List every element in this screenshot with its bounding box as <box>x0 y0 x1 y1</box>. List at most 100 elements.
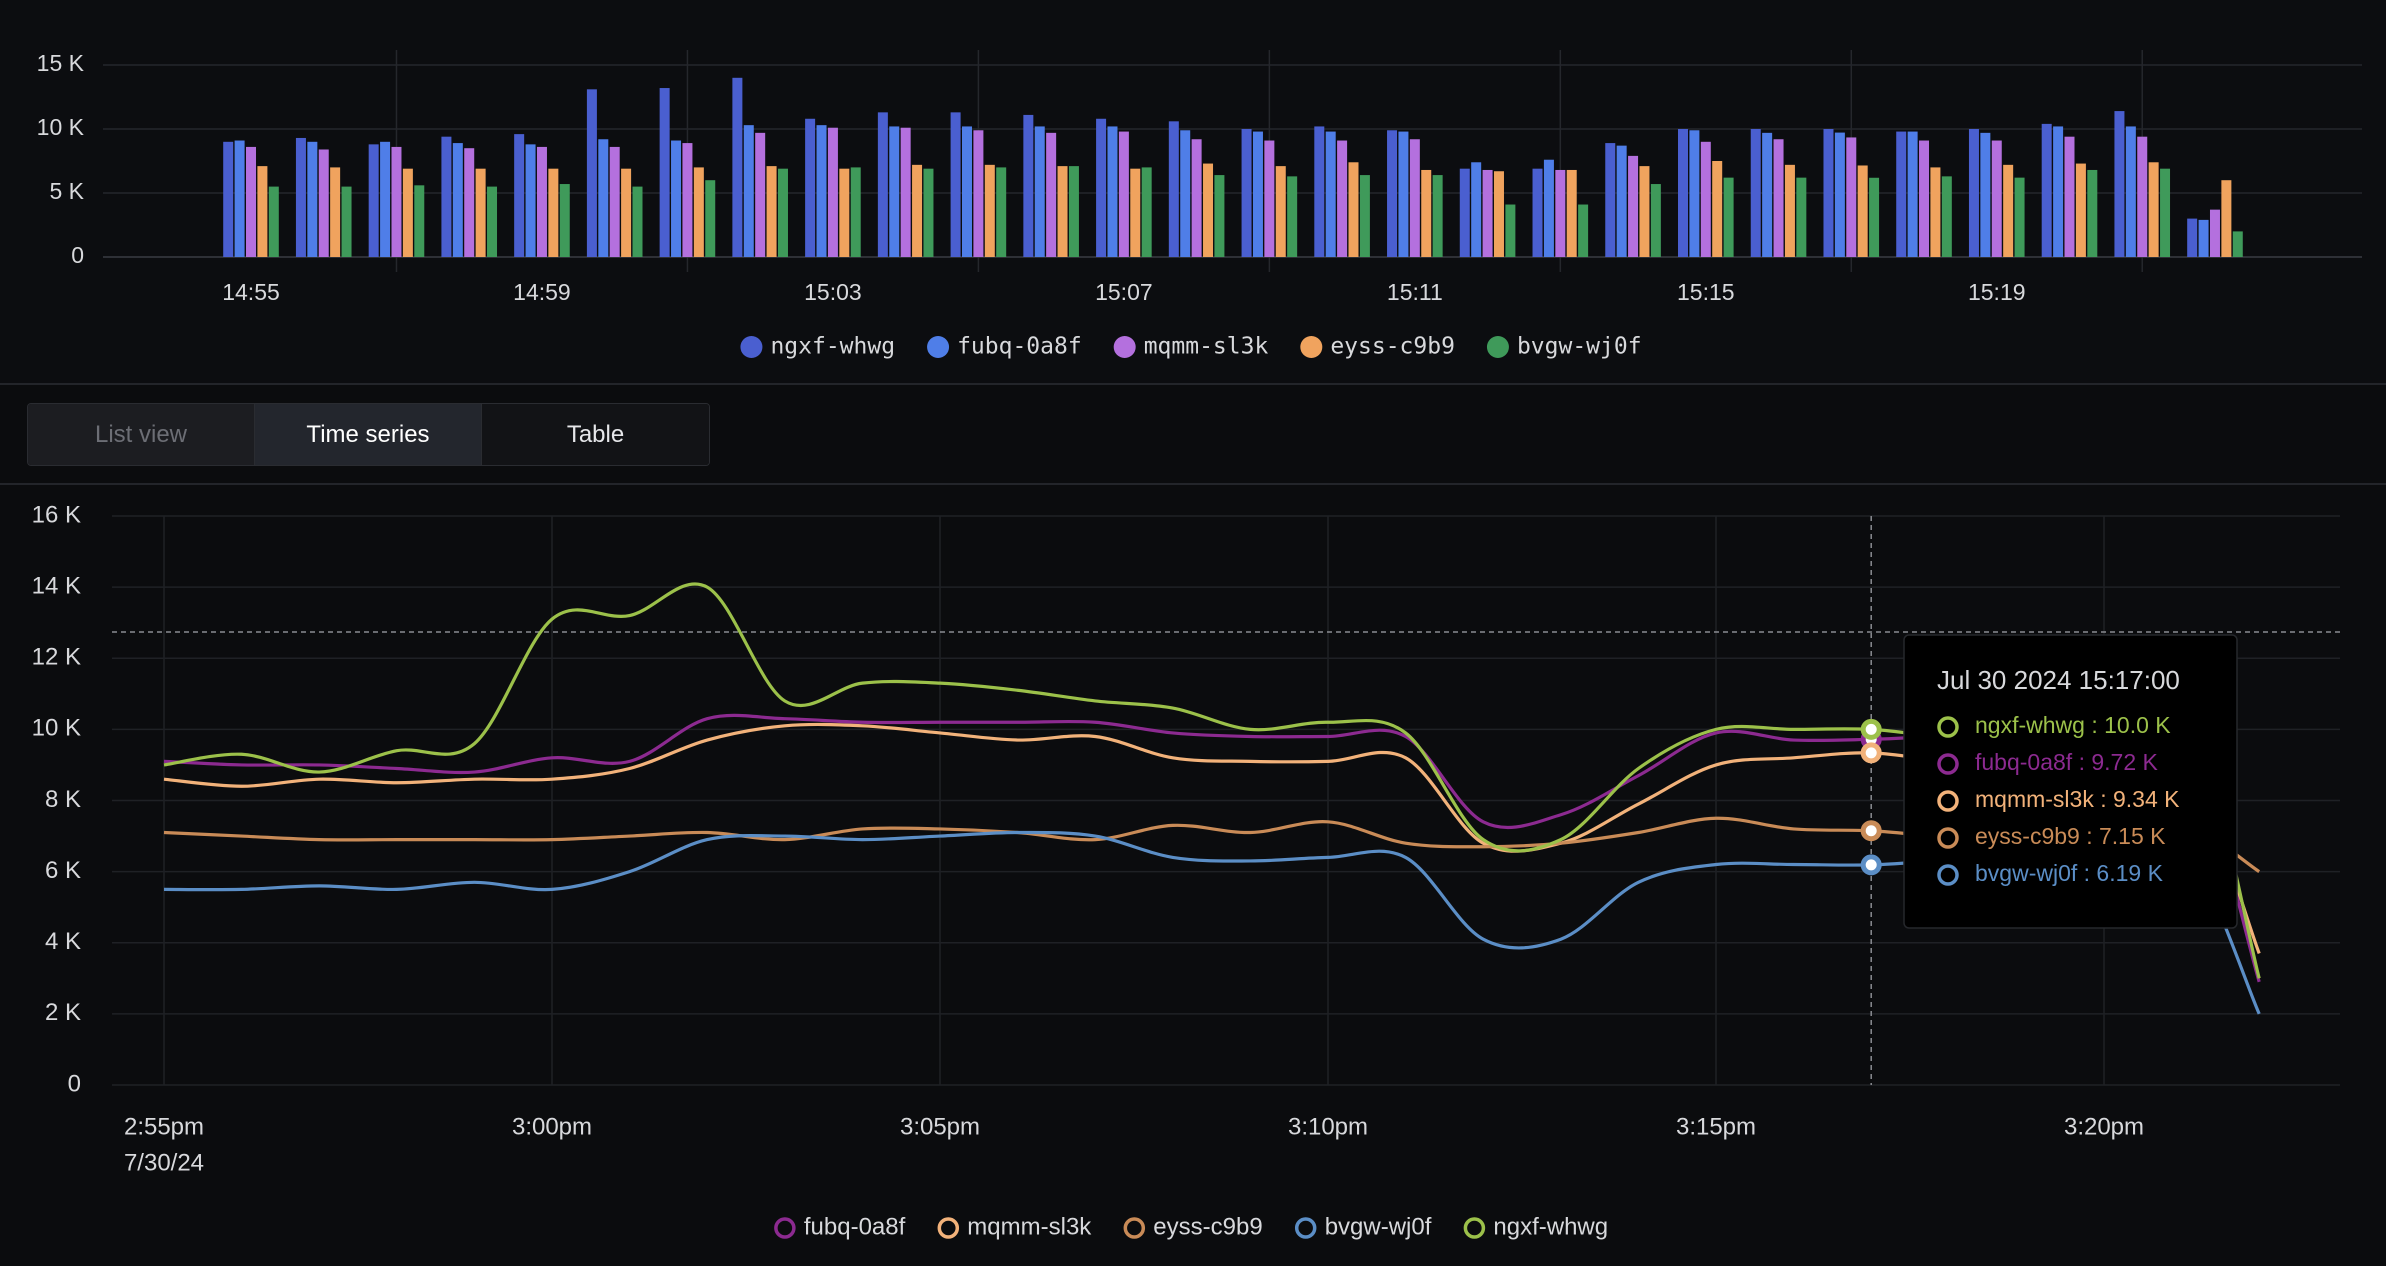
bar <box>536 146 547 257</box>
legend-label: ngxf-whwg <box>1493 1213 1608 1240</box>
legend: ngxf-whwg fubq-0a8f mqmm-sl3k eyss-c9b9 bvgw… <box>740 334 1642 360</box>
y-tick-label: 8 K <box>45 786 81 813</box>
bar <box>1264 140 1275 257</box>
bar <box>1784 164 1795 257</box>
bar <box>1118 131 1129 257</box>
tooltip-swatch <box>1937 753 1959 775</box>
bar <box>1275 166 1286 257</box>
x-date-label: 7/30/24 <box>124 1149 204 1176</box>
y-tick-label: 10 K <box>37 114 85 140</box>
x-tick-label: 3:10pm <box>1288 1113 1368 1140</box>
bar <box>1968 129 1979 257</box>
bar <box>1750 129 1761 257</box>
x-tick-label: 15:03 <box>804 279 862 305</box>
tooltip-swatch <box>1937 716 1959 738</box>
bar <box>889 126 900 257</box>
bar <box>1252 131 1263 257</box>
bar <box>962 126 972 257</box>
legend-swatch <box>1113 336 1136 358</box>
bar <box>1941 176 1952 257</box>
y-tick-label: 2 K <box>45 999 81 1026</box>
bar <box>1493 171 1504 257</box>
y-tick-label: 10 K <box>32 715 81 742</box>
bar <box>2014 177 2025 257</box>
bar <box>1482 169 1493 257</box>
bar <box>257 166 268 257</box>
tooltip-swatch <box>1937 864 1959 886</box>
legend-label: mqmm-sl3k <box>967 1213 1092 1240</box>
view-tabs: List view Time series Table <box>27 403 710 466</box>
hover-dot <box>1860 820 1882 842</box>
bar <box>295 137 306 257</box>
x-tick-label: 15:15 <box>1677 279 1735 305</box>
bar <box>1432 175 1443 257</box>
bar <box>816 125 827 257</box>
legend-swatch <box>1300 336 1323 358</box>
bar <box>368 144 379 257</box>
legend-swatch <box>1123 1217 1146 1239</box>
bar <box>598 139 609 257</box>
y-tick-label: 12 K <box>32 644 81 671</box>
bar <box>1605 143 1616 257</box>
bar <box>1930 167 1941 257</box>
bar <box>950 112 961 257</box>
bar <box>452 143 463 257</box>
bar <box>900 127 911 257</box>
bar <box>1980 132 1991 257</box>
bar <box>487 186 498 257</box>
bar <box>1555 169 1566 257</box>
tab[interactable]: Time series <box>255 404 482 465</box>
bar <box>1130 168 1141 257</box>
bar <box>2041 123 2052 257</box>
bar <box>391 146 402 257</box>
bar <box>268 186 279 257</box>
x-tick-label: 15:19 <box>1968 279 2026 305</box>
bar <box>1034 126 1045 257</box>
bar <box>1834 132 1845 257</box>
bar <box>2053 126 2064 257</box>
bar <box>525 144 536 257</box>
bar <box>609 146 620 257</box>
bar <box>682 143 693 257</box>
bar <box>1628 155 1639 257</box>
bar <box>548 168 559 257</box>
bar <box>2209 209 2220 257</box>
bar <box>1023 114 1034 257</box>
bar <box>632 186 643 257</box>
bar <box>1689 130 1700 257</box>
y-tick-label: 5 K <box>49 178 84 204</box>
hover-dot <box>1860 718 1882 740</box>
bar <box>330 167 341 257</box>
bar <box>2075 163 2086 257</box>
bar <box>2187 218 2198 257</box>
bar <box>1314 126 1325 257</box>
legend-swatch <box>1486 336 1509 358</box>
tooltip-item: fubq-0a8f : 9.72 K <box>1975 749 2159 775</box>
legend-label: eyss-c9b9 <box>1330 334 1455 360</box>
tooltip-swatch <box>1937 790 1959 812</box>
bar <box>1068 166 1079 257</box>
bar <box>996 167 1007 257</box>
bar <box>414 185 425 257</box>
bar <box>984 164 995 257</box>
bar <box>1907 131 1918 257</box>
legend-label: bvgw-wj0f <box>1325 1213 1432 1240</box>
bar <box>2087 169 2098 257</box>
legend-swatch <box>774 1217 796 1239</box>
y-tick-label: 0 <box>68 1070 81 1097</box>
bar <box>223 141 234 257</box>
bar <box>514 134 525 257</box>
bar <box>1650 184 1661 257</box>
bar <box>693 167 704 257</box>
bar <box>621 168 632 257</box>
tab[interactable]: Table <box>482 404 709 465</box>
bar <box>1639 166 1650 257</box>
legend-label: bvgw-wj0f <box>1517 334 1642 360</box>
x-tick-label: 14:59 <box>513 279 571 305</box>
x-tick-label: 3:20pm <box>2064 1113 2144 1140</box>
tooltip-title: Jul 30 2024 15:17:00 <box>1937 665 2180 695</box>
bar <box>732 77 743 257</box>
x-tick-label: 14:55 <box>222 279 280 305</box>
tab[interactable]: List view <box>28 404 255 465</box>
